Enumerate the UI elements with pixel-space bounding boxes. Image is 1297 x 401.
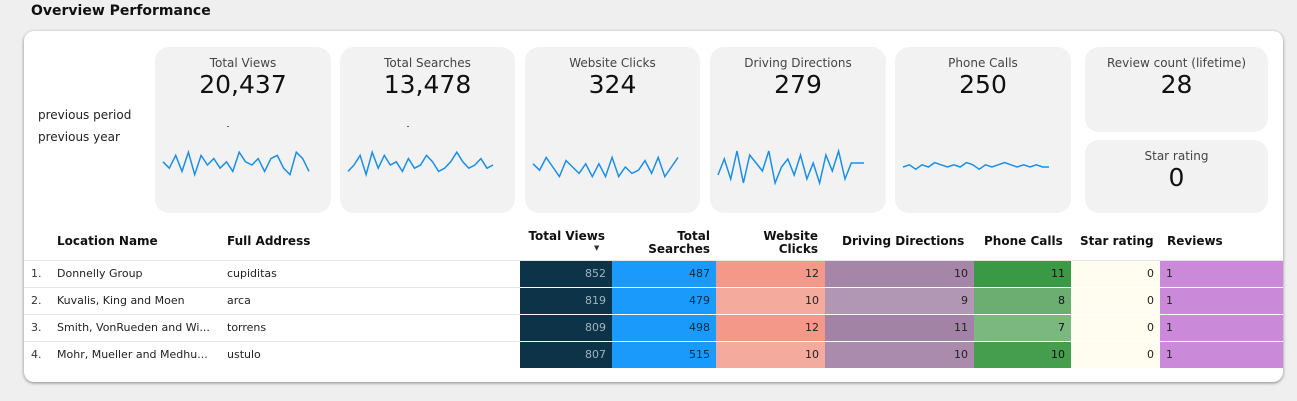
- kpi-value: 28: [1160, 70, 1193, 99]
- cell-location: Mohr, Mueller and Medhu...: [57, 348, 208, 361]
- row-number: 3.: [31, 321, 42, 334]
- cell-website-clicks: 12: [716, 315, 825, 341]
- row-number: 4.: [31, 348, 42, 361]
- kpi-driving-directions: Driving Directions 279: [710, 47, 886, 213]
- cell-reviews: 1: [1160, 342, 1283, 368]
- header-star-rating[interactable]: Star rating: [1080, 234, 1154, 248]
- header-total-searches[interactable]: Total Searches: [620, 230, 710, 256]
- cell-total-views: 807: [520, 342, 612, 368]
- kpi-value: 20,437: [199, 70, 287, 99]
- kpi-value: 324: [588, 70, 637, 99]
- cell-driving-directions: 9: [825, 288, 974, 314]
- sparkline-path: [902, 161, 1049, 171]
- kpi-sparkline: [902, 161, 1049, 171]
- legend-previous-year: previous year: [38, 130, 120, 144]
- cell-star-rating: 0: [1071, 288, 1160, 314]
- cell-reviews: 1: [1160, 261, 1283, 287]
- sparkline-path: [532, 155, 679, 179]
- overview-panel: previous period previous year Total View…: [24, 31, 1283, 382]
- cell-total-views: 809: [520, 315, 612, 341]
- kpi-label: Phone Calls: [948, 56, 1018, 70]
- kpi-value: 279: [774, 70, 822, 99]
- sparkline-path: [347, 149, 494, 178]
- kpi-label: Total Searches: [384, 56, 471, 70]
- header-total-searches-line2: Searches: [648, 242, 710, 256]
- header-website-clicks[interactable]: Website Clicks: [724, 230, 818, 256]
- cell-total-searches: 487: [612, 261, 716, 287]
- kpi-total-searches: Total Searches 13,478: [340, 47, 515, 213]
- cell-website-clicks: 12: [716, 261, 825, 287]
- cell-driving-directions: 11: [825, 315, 974, 341]
- table-divider: [24, 260, 1283, 261]
- section-title: Overview Performance: [31, 3, 211, 19]
- cell-location: Smith, VonRueden and Wi...: [57, 321, 210, 334]
- kpi-star-rating: Star rating 0: [1085, 140, 1268, 213]
- cell-reviews: 1: [1160, 288, 1283, 314]
- sparkline-path: [717, 148, 864, 186]
- cell-total-searches: 498: [612, 315, 716, 341]
- row-number: 2.: [31, 294, 42, 307]
- kpi-value: 0: [1168, 163, 1185, 192]
- cell-star-rating: 0: [1071, 315, 1160, 341]
- kpi-sparkline: [347, 149, 494, 178]
- kpi-sparkline: [532, 155, 679, 179]
- cell-location: Donnelly Group: [57, 267, 143, 280]
- header-phone-calls[interactable]: Phone Calls: [984, 234, 1063, 248]
- cell-phone-calls: 10: [974, 342, 1071, 368]
- header-reviews[interactable]: Reviews: [1167, 234, 1223, 248]
- sparkline-path: [162, 149, 310, 178]
- kpi-website-clicks: Website Clicks 324: [525, 47, 700, 213]
- cell-phone-calls: 11: [974, 261, 1071, 287]
- kpi-sparkline: [717, 148, 864, 186]
- cell-location: Kuvalis, King and Moen: [57, 294, 185, 307]
- header-website-clicks-line2: Clicks: [778, 242, 818, 256]
- cell-website-clicks: 10: [716, 342, 825, 368]
- cell-address: torrens: [227, 321, 267, 334]
- cell-total-views: 819: [520, 288, 612, 314]
- kpi-label: Driving Directions: [744, 56, 852, 70]
- table-divider: [24, 341, 520, 342]
- previous-marker: [407, 126, 409, 127]
- cell-total-views: 852: [520, 261, 612, 287]
- cell-address: arca: [227, 294, 251, 307]
- table-divider: [24, 287, 520, 288]
- header-total-views[interactable]: Total Views: [528, 229, 605, 243]
- sort-descending-icon[interactable]: ▼: [594, 244, 600, 252]
- kpi-phone-calls: Phone Calls 250: [895, 47, 1071, 213]
- header-location-name[interactable]: Location Name: [57, 234, 158, 248]
- legend-previous-period: previous period: [38, 108, 132, 122]
- cell-total-searches: 479: [612, 288, 716, 314]
- cell-address: cupiditas: [227, 267, 277, 280]
- table-divider: [24, 314, 520, 315]
- cell-total-searches: 515: [612, 342, 716, 368]
- header-website-clicks-line1: Website: [763, 229, 818, 243]
- kpi-value: 13,478: [383, 70, 472, 99]
- kpi-review-count: Review count (lifetime) 28: [1085, 47, 1268, 132]
- cell-phone-calls: 7: [974, 315, 1071, 341]
- cell-star-rating: 0: [1071, 261, 1160, 287]
- kpi-label: Website Clicks: [569, 56, 656, 70]
- previous-marker: [227, 126, 229, 127]
- kpi-sparkline: [162, 149, 310, 178]
- header-driving-directions[interactable]: Driving Directions: [842, 234, 965, 248]
- kpi-value: 250: [959, 70, 1007, 99]
- row-number: 1.: [31, 267, 42, 280]
- cell-address: ustulo: [227, 348, 261, 361]
- kpi-label: Star rating: [1144, 149, 1209, 163]
- kpi-total-views: Total Views 20,437: [155, 47, 331, 213]
- cell-star-rating: 0: [1071, 342, 1160, 368]
- kpi-label: Review count (lifetime): [1106, 56, 1247, 70]
- cell-reviews: 1: [1160, 315, 1283, 341]
- header-full-address[interactable]: Full Address: [227, 234, 311, 248]
- cell-driving-directions: 10: [825, 261, 974, 287]
- header-total-searches-line1: Total: [677, 229, 710, 243]
- cell-website-clicks: 10: [716, 288, 825, 314]
- kpi-label: Total Views: [209, 56, 277, 70]
- cell-driving-directions: 10: [825, 342, 974, 368]
- cell-phone-calls: 8: [974, 288, 1071, 314]
